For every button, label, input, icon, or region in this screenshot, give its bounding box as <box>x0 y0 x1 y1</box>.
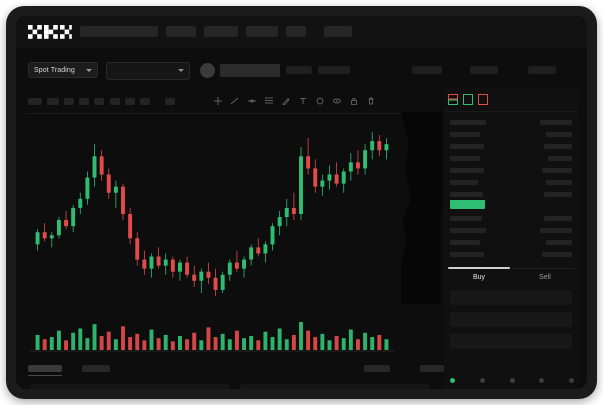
ask-row-amount <box>546 132 572 137</box>
bid-row-price <box>450 216 482 221</box>
slider-dot-4[interactable] <box>569 378 574 383</box>
stat-24h-turnover <box>528 66 556 74</box>
ask-row-price <box>450 132 480 137</box>
interval-button-4h[interactable] <box>94 98 104 105</box>
coin-avatar <box>200 63 215 78</box>
trendline-icon[interactable] <box>231 97 239 105</box>
bottom-card-right[interactable] <box>240 384 430 389</box>
stat-24h-volume <box>470 66 498 74</box>
order-book-view-toggles <box>448 94 488 105</box>
ask-row-amount <box>546 180 572 185</box>
interval-button-5m[interactable] <box>47 98 59 105</box>
order-book-divider <box>444 111 577 112</box>
ask-row-price <box>450 144 484 149</box>
trading-mode-select[interactable]: Spot Trading <box>28 62 98 78</box>
book-both-icon[interactable] <box>448 94 458 105</box>
interval-button-1h[interactable] <box>79 98 89 105</box>
lock-icon[interactable] <box>350 97 358 105</box>
ask-row-amount <box>544 144 572 149</box>
ask-row-amount <box>540 120 572 125</box>
trading-pair-select[interactable] <box>106 62 190 80</box>
chart-interval-toolbar <box>28 94 390 108</box>
stat-24h-low <box>412 66 442 74</box>
nav-item-markets[interactable] <box>204 26 238 37</box>
tablet-device-frame: Spot Trading <box>6 6 597 399</box>
stat-24h-change <box>286 66 312 74</box>
book-bids-icon[interactable] <box>463 94 473 105</box>
nav-item-earn[interactable] <box>286 26 306 37</box>
fib-icon[interactable] <box>265 97 273 105</box>
candlestick-chart[interactable] <box>26 116 402 312</box>
magnet-icon[interactable] <box>316 97 324 105</box>
crosshair-icon[interactable] <box>214 97 222 105</box>
nav-item-more[interactable] <box>324 26 352 37</box>
nav-item-buy-crypto[interactable] <box>166 26 196 37</box>
tab-buy[interactable]: Buy <box>472 274 486 281</box>
tab-open-orders[interactable] <box>28 365 62 376</box>
bottom-card-left[interactable] <box>30 384 230 389</box>
amount-slider-steps[interactable] <box>450 378 574 384</box>
app-screen: Spot Trading <box>16 16 587 389</box>
ask-row-amount <box>548 156 572 161</box>
interval-button-1d[interactable] <box>110 98 120 105</box>
nav-item-trade[interactable] <box>246 26 278 37</box>
slider-dot-3[interactable] <box>539 378 544 383</box>
chart-tool-icons <box>214 94 374 108</box>
order-total-input[interactable] <box>450 334 572 349</box>
trash-icon[interactable] <box>367 97 375 105</box>
ask-row-amount <box>542 168 572 173</box>
bid-row-amount <box>544 216 572 221</box>
ask-row-price <box>450 156 480 161</box>
okx-logo-icon[interactable] <box>28 25 72 39</box>
horizontal-line-icon[interactable] <box>248 97 256 105</box>
bid-row-price <box>450 228 486 233</box>
interval-button-1m[interactable] <box>28 98 42 105</box>
tab-action-left[interactable] <box>364 365 390 372</box>
order-price-input[interactable] <box>450 290 572 305</box>
interval-button-1m-month[interactable] <box>140 98 150 105</box>
last-price-value <box>220 64 280 77</box>
bid-row-price <box>450 240 480 245</box>
chart-overlay-region <box>401 112 445 304</box>
buy-tab-indicator <box>448 267 510 269</box>
slider-dot-0[interactable] <box>450 378 455 383</box>
tab-order-history[interactable] <box>82 365 110 372</box>
tab-sell[interactable]: Sell <box>539 274 551 281</box>
eye-icon[interactable] <box>333 97 341 105</box>
interval-button-1w[interactable] <box>125 98 135 105</box>
trading-mode-label: Spot Trading <box>34 67 75 74</box>
spread-indicator <box>450 200 485 209</box>
buy-sell-divider <box>448 268 574 269</box>
ask-row-price <box>450 168 484 173</box>
bid-row-amount <box>546 240 572 245</box>
bid-row-price <box>450 252 484 257</box>
text-icon[interactable] <box>299 97 307 105</box>
interval-button-15m[interactable] <box>64 98 74 105</box>
book-asks-icon[interactable] <box>478 94 488 105</box>
top-navigation-bar <box>16 16 587 48</box>
chevron-down-icon <box>178 69 184 72</box>
ask-row-price <box>450 180 478 185</box>
bid-row-amount <box>542 252 572 257</box>
ask-row-amount <box>544 192 572 197</box>
ask-row-price <box>450 120 486 125</box>
bid-row-amount <box>540 228 572 233</box>
order-amount-input[interactable] <box>450 312 572 327</box>
toolbar-divider <box>26 113 578 114</box>
brush-icon[interactable] <box>282 97 290 105</box>
stat-24h-high <box>318 66 350 74</box>
tab-action-right[interactable] <box>420 365 444 372</box>
chart-bottom-tabs <box>28 364 444 376</box>
volume-chart <box>26 314 402 358</box>
slider-dot-1[interactable] <box>480 378 485 383</box>
slider-dot-2[interactable] <box>510 378 515 383</box>
chevron-down-icon <box>86 69 92 72</box>
ask-row-price <box>450 192 483 197</box>
interval-button-more[interactable] <box>165 98 175 105</box>
search-bar[interactable] <box>80 26 158 37</box>
